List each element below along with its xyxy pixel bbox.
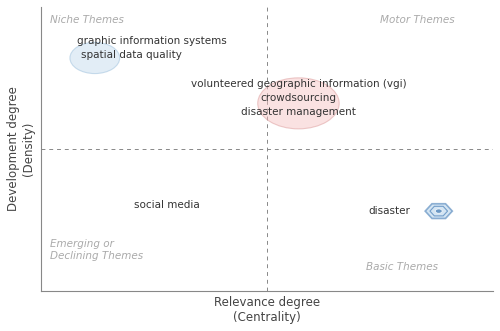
- Text: crowdsourcing: crowdsourcing: [260, 93, 336, 103]
- X-axis label: Relevance degree
(Centrality): Relevance degree (Centrality): [214, 296, 320, 324]
- Text: Niche Themes: Niche Themes: [50, 16, 124, 25]
- Text: Emerging or
Declining Themes: Emerging or Declining Themes: [50, 239, 142, 261]
- Text: disaster management: disaster management: [241, 107, 356, 117]
- Y-axis label: Development degree
(Density): Development degree (Density): [7, 86, 35, 211]
- Text: graphic information systems: graphic information systems: [76, 36, 227, 46]
- Text: spatial data quality: spatial data quality: [81, 50, 182, 60]
- Circle shape: [70, 42, 119, 73]
- Text: social media: social media: [134, 201, 200, 211]
- Circle shape: [436, 209, 442, 213]
- Text: Motor Themes: Motor Themes: [380, 16, 454, 25]
- Text: Basic Themes: Basic Themes: [366, 262, 438, 272]
- Text: volunteered geographic information (vgi): volunteered geographic information (vgi): [190, 78, 406, 88]
- Circle shape: [258, 78, 339, 129]
- Text: disaster: disaster: [368, 206, 410, 216]
